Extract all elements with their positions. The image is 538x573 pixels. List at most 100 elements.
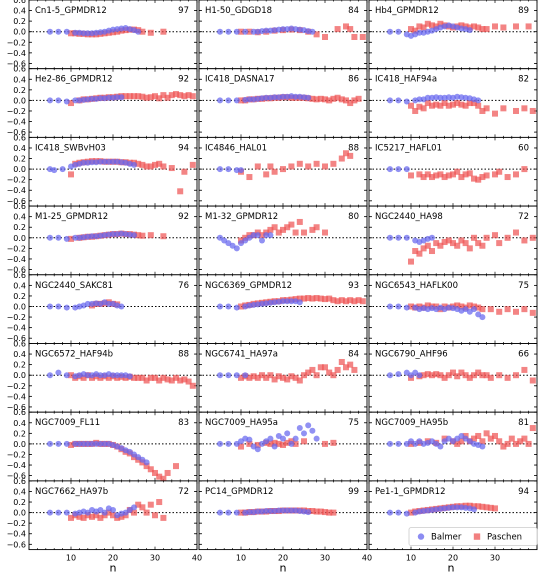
balmer-point — [72, 440, 79, 447]
series-points — [47, 230, 167, 242]
panel: NGC7009_HA95a 75 — [198, 411, 368, 482]
paschen-point — [416, 103, 423, 110]
balmer-point — [233, 97, 240, 104]
balmer-point — [63, 440, 70, 447]
paschen-point — [450, 369, 456, 376]
paschen-point — [471, 175, 477, 182]
panel-title: He2-86_GPMDR12 — [35, 75, 112, 85]
paschen-point — [492, 505, 498, 512]
paschen-point — [135, 93, 142, 100]
balmer-point — [403, 304, 410, 311]
balmer-point — [263, 94, 270, 101]
paschen-point — [429, 174, 435, 181]
balmer-point — [437, 94, 444, 101]
paschen-point — [160, 163, 167, 170]
panel: 0.6 0.4 0.20.0 −0.2−0.4 −0.6 IC418_SWBvH03 94 — [7, 133, 198, 207]
balmer-point — [267, 435, 274, 442]
panel-count: 83 — [178, 418, 189, 428]
paschen-point — [164, 94, 171, 101]
paschen-point — [433, 371, 440, 378]
paschen-point — [496, 438, 503, 445]
panel-count: 94 — [518, 487, 529, 497]
paschen-point — [504, 306, 511, 313]
y-tick-label: 0.4 — [13, 213, 26, 222]
panel-title: Cn1-5_GPMDR12 — [35, 6, 107, 16]
paschen-point — [351, 366, 358, 373]
paschen-point — [139, 504, 146, 511]
panel-title: NGC7009_FL11 — [35, 418, 100, 428]
y-tick-label: −0.6 — [7, 540, 26, 549]
balmer-point — [263, 232, 270, 239]
paschen-point — [458, 101, 465, 108]
paschen-point — [152, 512, 158, 519]
paschen-point — [338, 358, 345, 365]
paschen-point — [246, 374, 253, 381]
balmer-point — [55, 97, 62, 104]
series-points — [47, 25, 167, 38]
paschen-point — [246, 174, 253, 181]
balmer-point — [263, 27, 270, 34]
y-tick-label: 0.6 — [13, 202, 26, 211]
panel-title: NGC6369_GPMDR12 — [205, 281, 292, 291]
panel-count: 81 — [518, 418, 529, 428]
y-tick-label: 0.2 — [13, 223, 26, 232]
legend: Balmer Paschen — [408, 527, 538, 546]
paschen-point — [317, 295, 324, 302]
paschen-point — [420, 174, 427, 181]
balmer-point — [217, 28, 223, 35]
paschen-point — [80, 514, 87, 521]
paschen-point — [450, 171, 456, 178]
y-tick-label: −0.4 — [7, 461, 26, 470]
paschen-point — [466, 170, 473, 177]
balmer-point — [305, 422, 312, 429]
paschen-point — [68, 235, 74, 242]
paschen-point — [483, 234, 490, 241]
paschen-point — [454, 302, 461, 309]
balmer-point — [395, 303, 402, 310]
paschen-point — [238, 97, 244, 104]
paschen-point — [424, 171, 431, 178]
paschen-point — [521, 435, 528, 442]
balmer-point — [403, 510, 410, 517]
panel-count: 99 — [348, 487, 359, 497]
y-tick-label: 0.6 — [13, 133, 26, 142]
panel: NGC6543_HAFLK00 75 — [368, 274, 538, 344]
paschen-point — [359, 298, 366, 305]
paschen-point — [284, 224, 291, 231]
balmer-point — [242, 372, 249, 379]
paschen-point — [334, 298, 341, 305]
paschen-point — [292, 440, 299, 447]
paschen-point — [156, 377, 163, 384]
paschen-point — [156, 499, 163, 506]
balmer-point — [76, 440, 83, 447]
paschen-point — [330, 439, 337, 446]
panel: NGC2440_HA98 72 — [368, 205, 538, 276]
balmer-point — [309, 427, 316, 434]
panel-title: IC418_SWBvH03 — [35, 143, 106, 153]
x-tick-label: 30 — [150, 554, 160, 563]
paschen-point — [313, 372, 320, 379]
paschen-point — [475, 24, 482, 31]
paschen-point — [326, 509, 333, 516]
paschen-point — [152, 374, 158, 381]
balmer-point — [280, 507, 286, 514]
balmer-point — [395, 440, 402, 447]
paschen-point — [76, 513, 83, 520]
paschen-point — [309, 295, 316, 302]
panel-count: 75 — [518, 281, 529, 291]
paschen-point — [420, 372, 427, 379]
x-tick-label: 10 — [406, 554, 416, 563]
paschen-point — [322, 509, 328, 516]
series-points — [387, 166, 528, 183]
y-tick-label: 0.0 — [13, 303, 26, 312]
balmer-point — [471, 506, 477, 513]
paschen-point — [424, 100, 431, 107]
balmer-point — [288, 507, 295, 514]
paschen-point — [275, 229, 282, 236]
panel: Hb4_GPMDR12 89 — [368, 0, 538, 70]
paschen-point — [420, 245, 427, 252]
balmer-point — [475, 97, 482, 104]
panel: NGC7009_HA95b 81 — [368, 411, 538, 482]
balmer-point — [233, 304, 240, 311]
balmer-point — [254, 232, 261, 239]
